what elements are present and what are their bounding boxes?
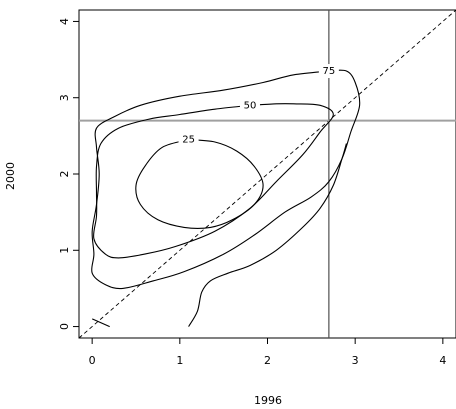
contour-label-background — [318, 64, 339, 79]
contour-50 — [93, 103, 334, 259]
axis-ticks: 0 1 2 3 4 0 1 2 3 4 — [58, 18, 446, 367]
x-tick-label: 3 — [352, 354, 359, 367]
y-axis-label: 2000 — [4, 162, 17, 190]
contour-75 — [188, 143, 347, 327]
contour-label: 50 — [244, 100, 257, 111]
x-tick-label: 2 — [264, 354, 271, 367]
x-tick-label: 1 — [176, 354, 183, 367]
diagonal-reference-line — [78, 9, 456, 339]
contour-label-background — [178, 132, 199, 147]
y-tick-label: 0 — [58, 323, 71, 330]
contour-labels: 25 50 75 — [178, 64, 339, 147]
y-tick-label: 1 — [58, 247, 71, 254]
y-tick-label: 4 — [58, 18, 71, 25]
contour-25 — [135, 139, 264, 229]
y-tick-label: 3 — [58, 94, 71, 101]
x-axis-label: 1996 — [254, 394, 282, 407]
reference-lines — [78, 9, 456, 339]
y-tick-label: 2 — [58, 171, 71, 178]
contour-segment — [91, 318, 110, 328]
contour-label: 25 — [182, 135, 195, 146]
x-tick-label: 4 — [439, 354, 446, 367]
contour-75 — [91, 69, 361, 290]
contour-label: 75 — [323, 66, 336, 77]
x-tick-label: 0 — [89, 354, 96, 367]
plot-frame — [78, 9, 456, 339]
contour-label-background — [239, 98, 260, 113]
contour-lines — [91, 69, 361, 328]
